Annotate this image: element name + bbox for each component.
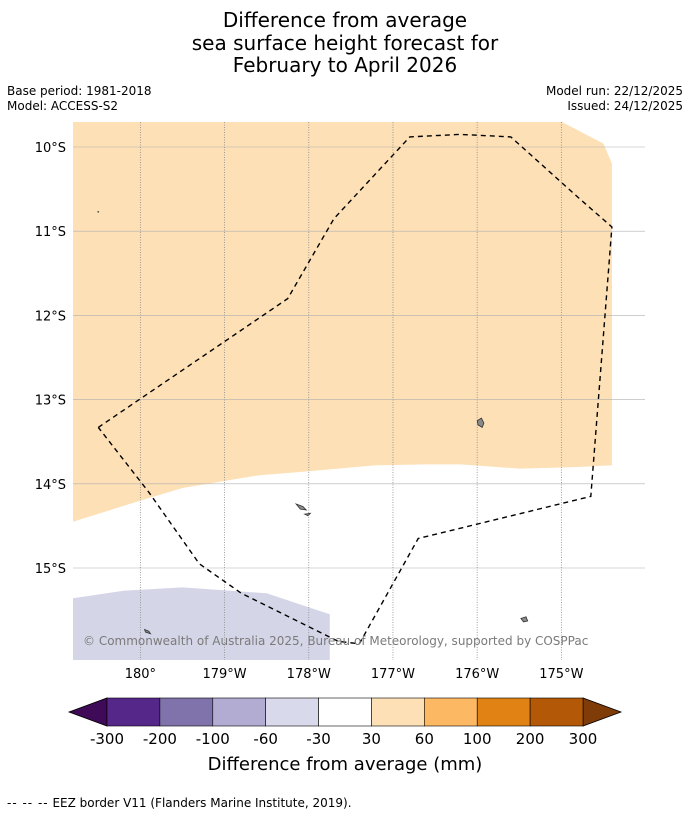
colorbar-bin-3 — [265, 697, 319, 727]
chart-title: Difference from average sea surface heig… — [0, 9, 690, 77]
lat-tick-label-3: 13°S — [35, 394, 66, 409]
anomaly-region-1 — [73, 587, 330, 660]
island-1 — [294, 503, 308, 511]
model-run: Model run: 22/12/2025 — [545, 84, 683, 98]
islet-dot — [97, 210, 100, 213]
footer-note: -- -- -- EEZ border V11 (Flanders Marine… — [7, 796, 352, 810]
copyright-text: © Commonwealth of Australia 2025, Bureau… — [83, 634, 588, 648]
island-4 — [143, 628, 152, 635]
lon-tick-label-1: 179°W — [202, 667, 246, 682]
title-line-2: sea surface height forecast for — [191, 30, 499, 55]
colorbar-bin-5 — [371, 697, 425, 727]
map-axes: 10°S 11°S 12°S 13°S 14°S 15°S 180° 179°W 178°W 17… — [35, 141, 584, 682]
colorbar-bin-1 — [159, 697, 214, 727]
island-2 — [303, 512, 312, 517]
island-3 — [520, 616, 529, 623]
meta-left: Base period: 1981-2018 Model: ACCESS-S2 — [7, 84, 152, 114]
lon-tick-label-5: 175°W — [539, 667, 583, 682]
lat-tick-label-4: 14°S — [35, 478, 66, 493]
colorbar: -300 -200 -100 -60 -30 30 60 100 200 300 — [67, 697, 623, 748]
colorbar-bin-8 — [529, 697, 584, 727]
lon-tick-label-2: 178°W — [287, 667, 331, 682]
colorbar-bin-4 — [318, 697, 372, 727]
colorbar-extend-low — [67, 697, 108, 727]
issued-date: Issued: 24/12/2025 — [567, 99, 683, 113]
colorbar-bin-6 — [424, 697, 478, 727]
lat-tick-label-0: 10°S — [35, 141, 66, 156]
lat-tick-label-2: 12°S — [35, 309, 66, 324]
lon-tick-label-0: 180° — [125, 667, 156, 682]
colorbar-tick-label-9: 300 — [569, 730, 598, 748]
colorbar-tick-label-4: -30 — [306, 730, 331, 748]
colorbar-tick-label-1: -200 — [143, 730, 177, 748]
model-name: Model: ACCESS-S2 — [7, 99, 119, 113]
title-line-3: February to April 2026 — [232, 53, 458, 77]
anomaly-region-0 — [73, 122, 612, 522]
colorbar-bin-2 — [212, 697, 266, 727]
colorbar-tick-label-8: 200 — [516, 730, 545, 748]
lon-tick-label-4: 176°W — [455, 667, 499, 682]
colorbar-tick-label-0: -300 — [90, 730, 124, 748]
title-line-1: Difference from average — [222, 8, 468, 32]
eez-legend-text: EEZ border V11 (Flanders Marine Institut… — [52, 796, 352, 810]
meta-right: Model run: 22/12/2025 Issued: 24/12/2025 — [546, 84, 683, 114]
colorbar-tick-label-2: -100 — [196, 730, 230, 748]
island-0 — [476, 417, 485, 428]
lat-tick-label-5: 15°S — [35, 562, 66, 577]
lat-tick-label-1: 11°S — [35, 225, 66, 240]
colorbar-tick-label-7: 100 — [463, 730, 492, 748]
map-plot-area — [73, 122, 645, 660]
base-period: Base period: 1981-2018 — [7, 84, 152, 98]
colorbar-bin-0 — [106, 697, 161, 727]
lon-tick-label-3: 177°W — [371, 667, 415, 682]
colorbar-tick-label-6: 60 — [415, 730, 434, 748]
eez-legend-line: -- -- -- — [7, 796, 49, 810]
colorbar-label: Difference from average (mm) — [208, 754, 483, 775]
colorbar-bin-7 — [476, 697, 531, 727]
colorbar-tick-label-3: -60 — [253, 730, 278, 748]
colorbar-extend-high — [582, 697, 623, 727]
eez-border-line — [97, 133, 613, 645]
colorbar-tick-label-5: 30 — [362, 730, 381, 748]
